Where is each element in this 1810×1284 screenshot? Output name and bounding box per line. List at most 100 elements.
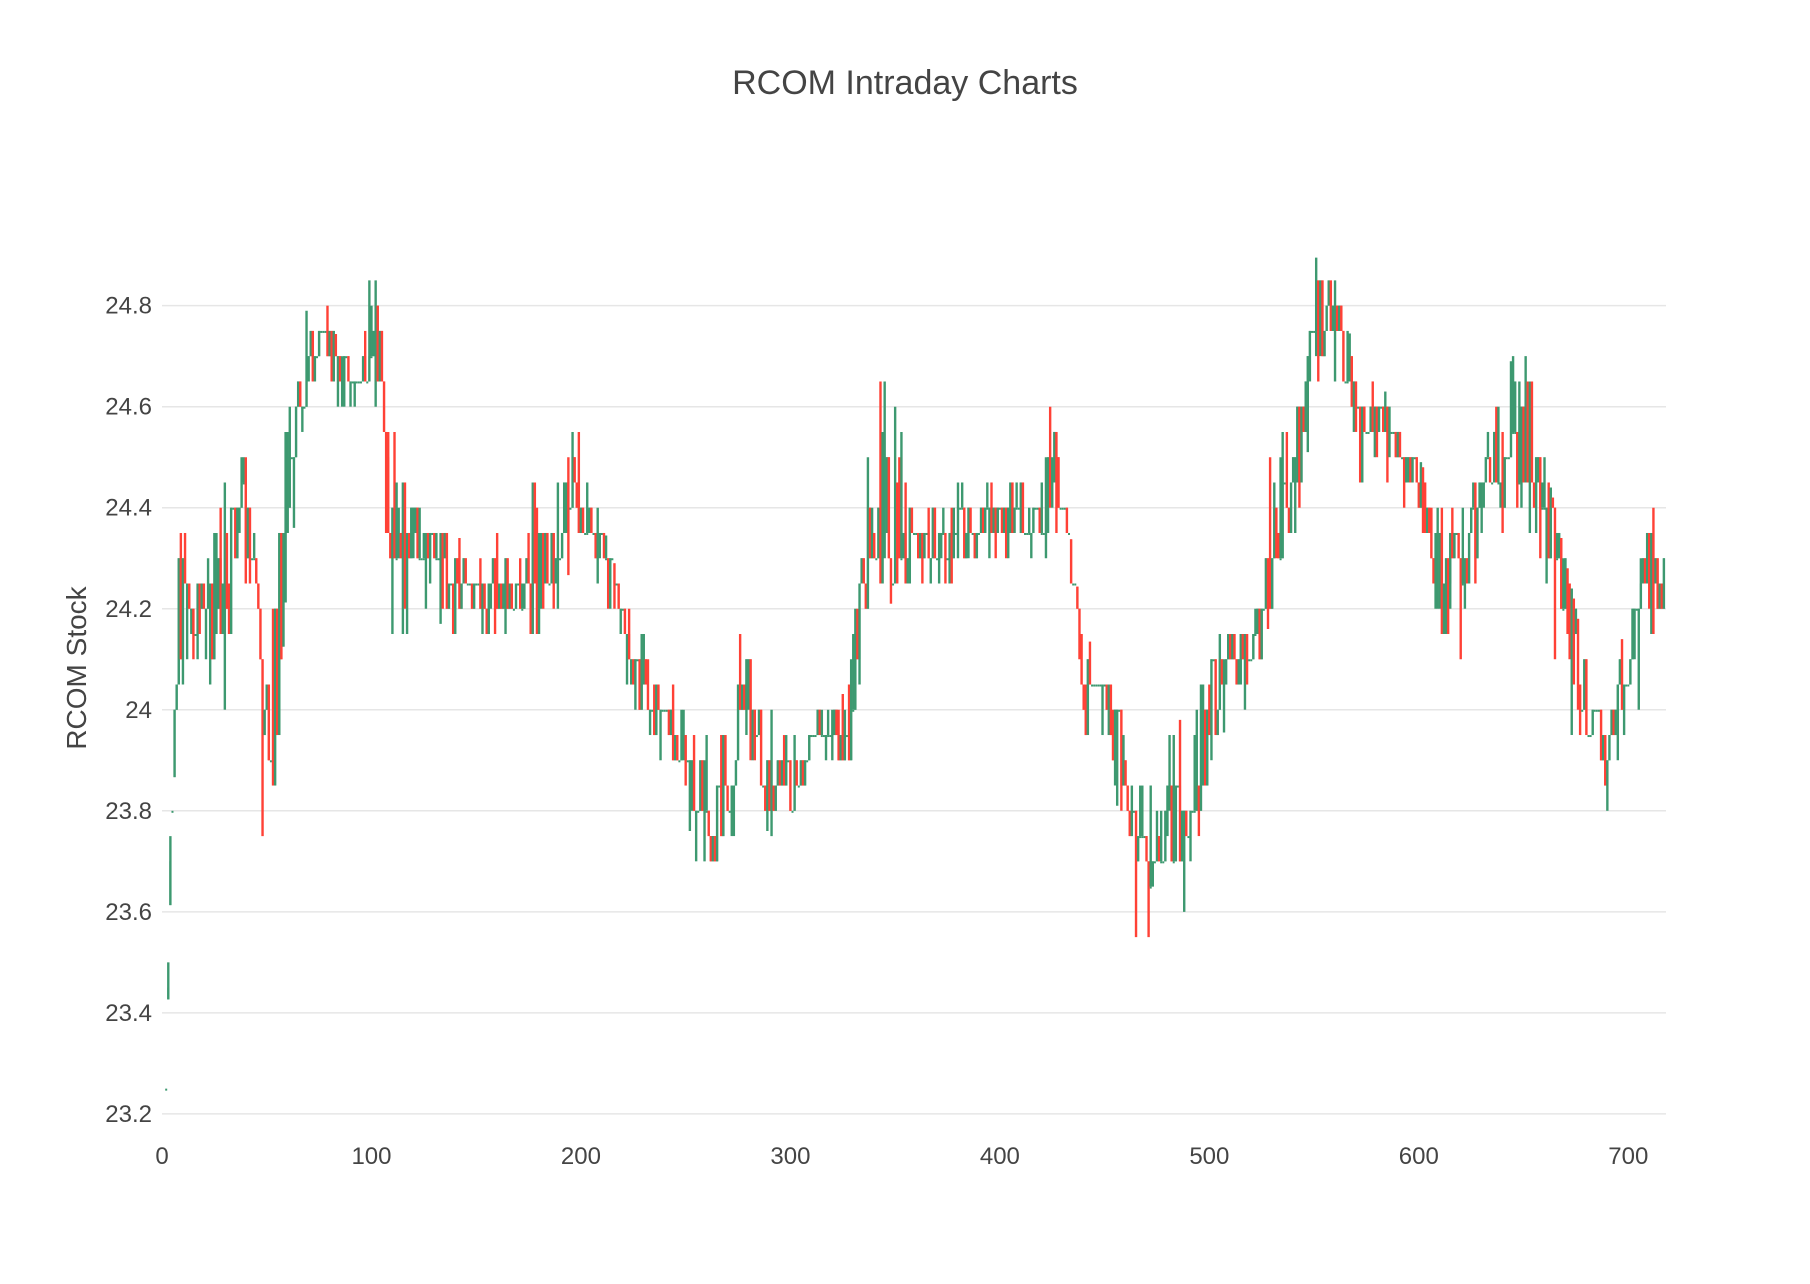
candle-body [508, 583, 511, 609]
candle-body [230, 507, 233, 635]
candle-body [1438, 532, 1441, 535]
candle-body [887, 457, 890, 559]
candle [506, 558, 509, 609]
candle-body [1650, 532, 1653, 584]
candle-body [435, 558, 438, 561]
candle-body [617, 583, 620, 609]
candle [1065, 507, 1069, 533]
candle [338, 356, 342, 382]
candle [1061, 507, 1064, 510]
candle [1486, 431, 1490, 460]
candle [487, 583, 490, 635]
candle [280, 532, 283, 660]
candle-body [1239, 634, 1242, 660]
candle-body [1103, 684, 1106, 687]
candle [1323, 330, 1326, 357]
candle [185, 583, 189, 660]
candle [1444, 558, 1448, 635]
candle [332, 330, 335, 382]
candle-body [1382, 406, 1385, 432]
candle [661, 709, 664, 712]
candle-body [431, 532, 434, 535]
candle-body [1252, 634, 1255, 660]
candle-body [1639, 583, 1642, 609]
candle-body [1183, 810, 1186, 813]
candle-body [1514, 431, 1517, 434]
candle [1216, 709, 1219, 736]
candle-body [1537, 457, 1540, 460]
candle-body [1401, 457, 1404, 460]
candle-body [1480, 482, 1483, 485]
candle-body [267, 684, 270, 761]
candle-body [1294, 457, 1297, 460]
candle [1436, 507, 1439, 609]
candle-body [1277, 532, 1280, 559]
candle-body [579, 507, 582, 533]
candle-body [334, 334, 337, 357]
candle-body [318, 330, 321, 357]
candle-body [1086, 659, 1089, 736]
candle-body [1390, 431, 1393, 434]
candle [816, 709, 819, 736]
candle [743, 684, 746, 710]
candle-body [1030, 532, 1033, 535]
candle-body [1574, 608, 1577, 635]
candle [682, 709, 685, 761]
candle-body [636, 659, 639, 662]
candle [1530, 381, 1534, 483]
candle-body [525, 558, 528, 584]
candle-body [1560, 538, 1563, 609]
candle [1639, 558, 1643, 609]
candle-body [257, 583, 260, 609]
candle [730, 785, 733, 837]
candle-body [889, 558, 892, 584]
candle-body [437, 558, 440, 561]
candle-body [1459, 558, 1462, 584]
candle-body [988, 507, 991, 510]
candle [361, 356, 365, 382]
candle [1386, 406, 1389, 483]
candle [1380, 406, 1383, 409]
candle-body [1660, 583, 1663, 609]
candle [213, 532, 216, 660]
candle [1329, 280, 1333, 331]
candle [1034, 507, 1037, 510]
candle [820, 709, 824, 738]
candle-body [1392, 431, 1395, 434]
candle-body [963, 507, 966, 559]
candle-body [718, 785, 721, 788]
candle-body [1032, 507, 1035, 533]
candle [1128, 810, 1131, 837]
candle-body [1218, 659, 1221, 710]
candle [1419, 462, 1423, 508]
candle-body [1518, 482, 1521, 485]
candle-body [1202, 709, 1205, 786]
candle-body [1579, 684, 1582, 710]
candle [567, 457, 570, 576]
candle-body [491, 558, 494, 584]
candle-body [1084, 709, 1087, 736]
candle-body [1273, 507, 1276, 559]
candle-body [755, 735, 758, 738]
candle-body [753, 709, 756, 736]
candle-body [207, 583, 210, 609]
candle-body [1533, 482, 1536, 508]
candle [671, 684, 675, 761]
candle-body [554, 558, 557, 584]
candle [1495, 406, 1498, 483]
candle-body [827, 735, 830, 738]
candle [431, 532, 434, 535]
candle-body [766, 760, 769, 811]
candle-body [251, 558, 254, 561]
candle-body [571, 457, 574, 508]
candle-body [422, 558, 425, 561]
candle [984, 507, 987, 533]
candle-body [263, 709, 266, 736]
candle-body [1044, 507, 1047, 533]
candle-body [682, 735, 685, 738]
candle-body [623, 608, 626, 635]
candle [692, 735, 696, 811]
candle [630, 659, 633, 685]
candle [1572, 598, 1576, 685]
